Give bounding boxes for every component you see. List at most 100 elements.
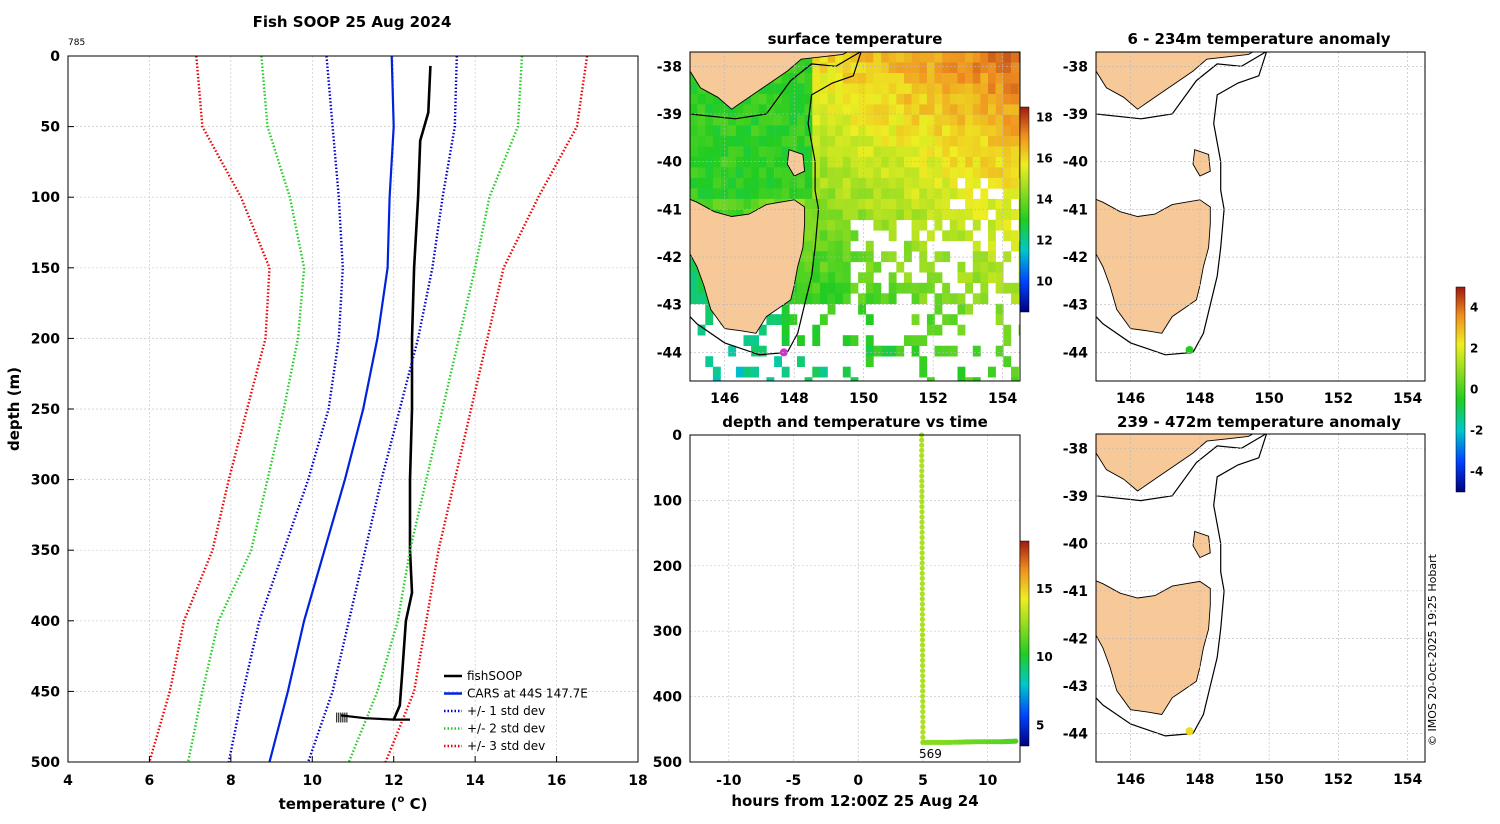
depth-time-point <box>1013 738 1019 744</box>
sst-cell <box>965 83 973 95</box>
sst-cell <box>827 167 836 179</box>
sst-cell <box>697 114 706 126</box>
depth-time-point <box>919 509 925 515</box>
sst-cell <box>743 335 752 346</box>
sst-cell <box>919 198 928 210</box>
sst-cell <box>712 177 721 189</box>
anomaly-colorbar-label: -4 <box>1470 465 1483 479</box>
sst-cell <box>858 135 866 147</box>
profile-ytick-label: 500 <box>31 755 60 771</box>
sst-cell <box>911 146 920 158</box>
sst-cell <box>873 219 882 231</box>
sst-cell <box>888 188 897 200</box>
sst-cell <box>835 251 844 263</box>
depth-time-ytick-label: 200 <box>653 559 682 575</box>
sst-cell <box>797 251 805 263</box>
sst-cell <box>774 83 782 95</box>
sst-cell <box>965 230 973 242</box>
surface-panel: surface temperature 146 148 150 152 154 -38 -3… <box>657 30 1053 407</box>
depth-time-point <box>919 442 925 448</box>
sst-cell <box>919 177 928 189</box>
sst-cell <box>819 125 828 137</box>
sst-cell <box>743 167 752 179</box>
sst-cell <box>797 125 805 137</box>
sst-cell <box>819 282 828 294</box>
sst-cell <box>926 377 935 381</box>
profile-series-std3-upper <box>384 55 589 763</box>
profile-ytick-label: 0 <box>50 49 60 65</box>
sst-cell <box>949 52 958 63</box>
sst-cell <box>850 167 859 179</box>
sst-cell <box>980 83 989 95</box>
sst-cell <box>896 94 905 105</box>
sst-cell <box>705 114 714 126</box>
depth-time-point <box>919 616 926 623</box>
sst-cell <box>850 52 859 63</box>
sst-cell <box>926 261 935 273</box>
sst-cell <box>865 345 874 357</box>
profile-xtick-label: 12 <box>384 773 403 789</box>
sst-cell <box>827 83 836 95</box>
map-lat-label: -40 <box>1063 536 1089 552</box>
sst-cell <box>865 167 874 179</box>
sst-cell <box>812 335 821 346</box>
sst-cell <box>728 114 737 126</box>
sst-cell <box>758 345 767 357</box>
sst-cell <box>980 198 989 210</box>
sst-cell <box>781 73 790 84</box>
sst-cell <box>850 104 859 116</box>
profile-panel: Fish SOOP 25 Aug 2024 785 4 6 8 10 12 14 16 18 0… <box>5 13 648 813</box>
sst-cell <box>751 156 759 168</box>
sst-cell <box>995 272 1004 284</box>
sst-cell <box>781 167 790 179</box>
surface-title: surface temperature <box>768 30 943 48</box>
sst-cell <box>812 293 821 305</box>
sst-cell <box>919 293 928 305</box>
depth-time-xtick-label: 5 <box>918 773 928 789</box>
sst-cell <box>873 114 882 126</box>
sst-cell <box>1003 167 1012 179</box>
sst-cell <box>881 209 889 221</box>
sst-cell <box>942 62 951 74</box>
sst-cell <box>690 135 698 147</box>
sst-cell <box>911 335 920 346</box>
depth-time-point <box>920 673 926 679</box>
sst-cell <box>1011 240 1019 252</box>
sst-cell <box>980 167 989 179</box>
sst-cell <box>949 188 958 200</box>
sst-cell <box>804 251 813 263</box>
sst-cell <box>919 146 928 158</box>
sst-cell <box>919 261 928 273</box>
sst-cell <box>896 114 905 126</box>
profile-xtick-label: 16 <box>547 773 566 789</box>
sst-cell <box>911 282 920 294</box>
sst-cell <box>881 73 889 84</box>
depth-time-point <box>920 668 926 674</box>
depth-time-point <box>919 596 925 602</box>
surface-colorbar <box>1019 106 1030 313</box>
sst-cell <box>751 94 759 105</box>
sst-cell <box>705 198 714 210</box>
sst-cell <box>819 146 828 158</box>
sst-cell <box>949 94 958 105</box>
sst-cell <box>919 83 928 95</box>
sst-cell <box>804 272 813 284</box>
depth-time-colorbar-ticks: 5 10 15 <box>1036 582 1053 733</box>
sst-cell <box>705 167 714 179</box>
sst-cell <box>988 261 996 273</box>
sst-cell <box>751 177 759 189</box>
sst-cell <box>995 167 1004 179</box>
profile-ticks: 4 6 8 10 12 14 16 18 0 50 100 150 200 250 300 350 400 450… <box>31 49 648 789</box>
sst-cell <box>949 345 958 357</box>
depth-time-point <box>920 652 926 658</box>
sst-cell <box>712 188 721 200</box>
sst-cell <box>1003 335 1012 346</box>
anomaly-colorbar-label: -2 <box>1470 424 1483 438</box>
sst-cell <box>850 230 859 242</box>
map-lat-label: -40 <box>657 155 683 171</box>
sst-cell <box>1003 156 1012 168</box>
sst-cell <box>774 114 782 126</box>
depth-time-point <box>919 458 925 464</box>
depth-time-point <box>919 632 926 638</box>
map-lon-label: 154 <box>1393 772 1422 788</box>
